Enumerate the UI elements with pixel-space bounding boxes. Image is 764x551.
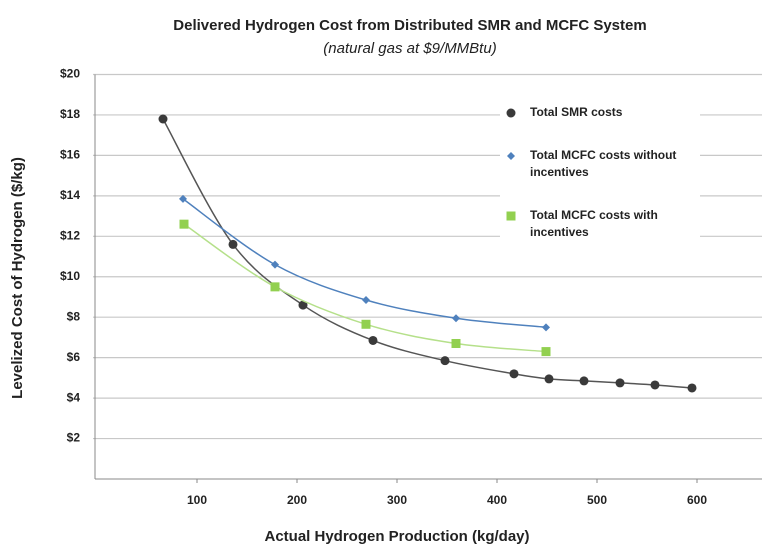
chart-subtitle: (natural gas at $9/MMBtu) xyxy=(323,40,496,57)
marker xyxy=(440,356,450,366)
legend-entry: Total MCFC costs with incentives xyxy=(500,207,700,241)
marker xyxy=(544,374,554,384)
legend-entry: Total MCFC costs without incentives xyxy=(500,147,700,181)
marker xyxy=(368,335,378,345)
y-tick-label: $8 xyxy=(67,309,81,323)
trend-line xyxy=(183,223,547,353)
y-tick-label: $16 xyxy=(60,148,80,162)
chart-title: Delivered Hydrogen Cost from Distributed… xyxy=(173,17,646,34)
x-axis-label: Actual Hydrogen Production (kg/day) xyxy=(264,528,529,545)
marker xyxy=(615,378,625,388)
legend-label: Total MCFC costs with incentives xyxy=(530,208,658,239)
y-tick-label: $12 xyxy=(60,228,80,242)
marker xyxy=(228,239,238,249)
x-tick-label: 100 xyxy=(187,493,207,507)
y-tick-label: $2 xyxy=(67,431,81,445)
legend: Total SMR costs Total MCFC costs without … xyxy=(500,104,700,267)
marker xyxy=(506,211,516,221)
marker xyxy=(158,114,168,124)
x-tick-label: 600 xyxy=(687,493,707,507)
marker xyxy=(179,219,189,229)
legend-label: Total MCFC costs without incentives xyxy=(530,148,677,179)
x-tick-label: 300 xyxy=(387,493,407,507)
marker xyxy=(509,369,519,379)
x-tick-label: 200 xyxy=(287,493,307,507)
marker xyxy=(506,108,516,118)
marker xyxy=(687,383,697,393)
y-tick-label: $6 xyxy=(67,350,81,364)
marker xyxy=(361,319,371,329)
y-tick-label: $20 xyxy=(60,67,80,81)
legend-icon xyxy=(506,211,516,221)
legend-icon xyxy=(507,152,515,160)
marker xyxy=(507,152,515,160)
x-tick-label: 500 xyxy=(587,493,607,507)
marker xyxy=(650,380,660,390)
marker xyxy=(362,296,370,305)
y-axis-label: Levelized Cost of Hydrogen ($/kg) xyxy=(9,157,26,399)
marker xyxy=(542,323,550,332)
legend-icon xyxy=(506,108,516,118)
marker xyxy=(452,314,460,323)
y-tick-label: $18 xyxy=(60,107,80,121)
marker xyxy=(579,376,589,386)
y-tick-label: $4 xyxy=(67,390,81,404)
marker xyxy=(271,260,279,269)
marker xyxy=(298,300,308,310)
marker xyxy=(541,347,551,357)
x-tick-label: 400 xyxy=(487,493,507,507)
marker xyxy=(179,194,187,203)
y-tick-label: $10 xyxy=(60,269,80,283)
marker xyxy=(270,282,280,292)
legend-label: Total SMR costs xyxy=(530,105,623,119)
marker xyxy=(451,338,461,348)
legend-entry: Total SMR costs xyxy=(500,104,700,121)
y-tick-label: $14 xyxy=(60,188,80,202)
